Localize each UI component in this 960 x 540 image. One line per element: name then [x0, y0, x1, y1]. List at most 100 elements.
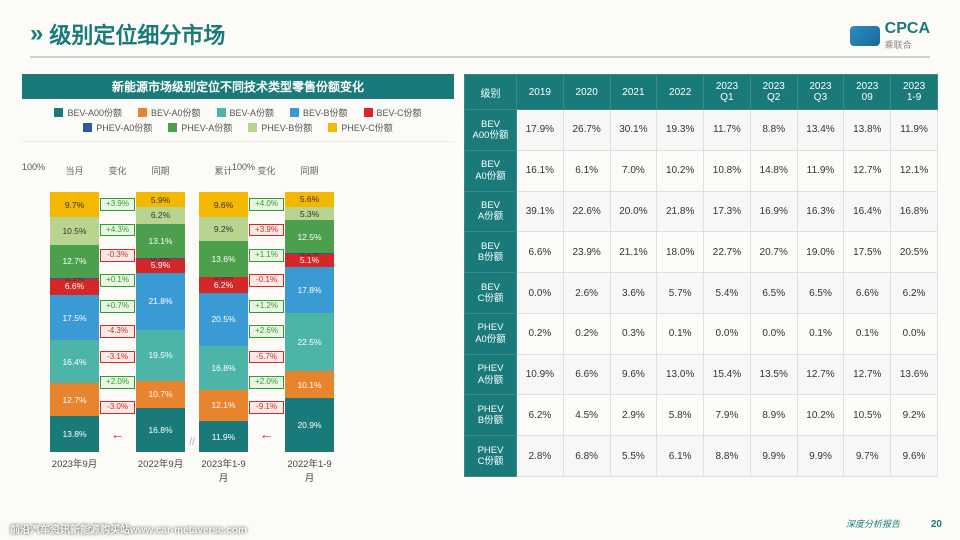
- delta-label: +2.0%: [249, 376, 284, 389]
- x-label: 2022年9月: [136, 456, 185, 484]
- table-header: 级别: [465, 75, 517, 110]
- content: 新能源市场级别定位不同技术类型零售份额变化 BEV-A00份额BEV-A0份额B…: [0, 58, 960, 484]
- delta-label: -0.3%: [100, 249, 135, 262]
- table-row: BEVA0份额16.1%6.1%7.0%10.2%10.8%14.8%11.9%…: [465, 150, 938, 191]
- bar-segment: 20.5%: [199, 293, 248, 346]
- table-cell: 8.8%: [704, 436, 751, 477]
- table-row: PHEVA0份额0.2%0.2%0.3%0.1%0.0%0.0%0.1%0.1%…: [465, 313, 938, 354]
- bar-segment: 0.2%: [285, 253, 334, 254]
- table-cell: 5.7%: [657, 273, 704, 314]
- table-cell: 5.4%: [704, 273, 751, 314]
- table-cell: PHEVC份额: [465, 436, 517, 477]
- table-cell: 0.1%: [657, 313, 704, 354]
- bar-segment: 5.9%: [136, 192, 185, 207]
- legend-item: PHEV-A份额: [168, 121, 232, 134]
- bar-segment: 10.7%: [136, 381, 185, 409]
- bar-segment: 13.6%: [199, 241, 248, 276]
- table-cell: 10.5%: [844, 395, 891, 436]
- table-cell: PHEVA份额: [465, 354, 517, 395]
- table-cell: PHEVB份额: [465, 395, 517, 436]
- table-cell: 39.1%: [517, 191, 564, 232]
- table-cell: 6.1%: [563, 150, 610, 191]
- delta-label: +0.7%: [100, 300, 135, 313]
- table-row: PHEVC份额2.8%6.8%5.5%6.1%8.8%9.9%9.9%9.7%9…: [465, 436, 938, 477]
- table-cell: 0.2%: [563, 313, 610, 354]
- delta-label: +1.1%: [249, 249, 284, 262]
- delta-label: +3.9%: [249, 224, 284, 237]
- table-cell: 18.0%: [657, 232, 704, 273]
- logo-icon: [850, 26, 880, 46]
- table-cell: 9.9%: [797, 436, 844, 477]
- delta-column: ←-9.1%+2.0%-5.7%+2.6%+1.2%-0.1%+1.1%+3.9…: [248, 192, 285, 452]
- bar-segment: 13.1%: [136, 224, 185, 258]
- delta-label: +2.0%: [100, 376, 135, 389]
- table-cell: 26.7%: [563, 110, 610, 151]
- delta-label: -4.3%: [100, 325, 135, 338]
- table-cell: 17.9%: [517, 110, 564, 151]
- table-cell: 6.2%: [891, 273, 938, 314]
- table-cell: 0.3%: [610, 313, 657, 354]
- table-cell: 6.6%: [563, 354, 610, 395]
- legend-item: BEV-B份额: [290, 106, 348, 119]
- table-cell: 2.6%: [563, 273, 610, 314]
- watermark: 前沿汽车资讯新能源购买站www.car-metaverse.com: [10, 521, 247, 536]
- table-cell: 17.5%: [844, 232, 891, 273]
- table-cell: 6.5%: [797, 273, 844, 314]
- delta-label: +4.0%: [249, 198, 284, 211]
- table-cell: 9.6%: [891, 436, 938, 477]
- bar-segment: 9.2%: [199, 217, 248, 241]
- bar-segment: 10.1%: [285, 371, 334, 397]
- table-cell: 20.5%: [891, 232, 938, 273]
- table-cell: 16.4%: [844, 191, 891, 232]
- table-row: BEVC份额0.0%2.6%3.6%5.7%5.4%6.5%6.5%6.6%6.…: [465, 273, 938, 314]
- bar-segment: 12.1%: [199, 390, 248, 421]
- table-header: 2021: [610, 75, 657, 110]
- table-cell: 16.1%: [517, 150, 564, 191]
- table-row: BEVB份额6.6%23.9%21.1%18.0%22.7%20.7%19.0%…: [465, 232, 938, 273]
- table-cell: 10.8%: [704, 150, 751, 191]
- table-cell: 9.9%: [750, 436, 797, 477]
- header-underline: [30, 56, 930, 58]
- footer-right: 深度分析报告: [846, 517, 900, 530]
- stacked-bar: 11.9%12.1%16.8%20.5%6.2%0.0%13.6%9.2%9.6…: [199, 192, 248, 452]
- logo-text: CPCA: [885, 20, 930, 38]
- table-cell: 9.6%: [610, 354, 657, 395]
- table-cell: 11.9%: [891, 110, 938, 151]
- delta-label: +4.3%: [100, 224, 135, 237]
- chart-area: 100% 当月变化同期13.8%12.7%16.4%17.5%6.6%0.1%1…: [22, 142, 454, 452]
- table-cell: 10.2%: [797, 395, 844, 436]
- arrow-icon: ←: [248, 426, 285, 442]
- x-label: 2023年9月: [50, 456, 99, 484]
- table-cell: 6.8%: [563, 436, 610, 477]
- table-cell: 0.2%: [517, 313, 564, 354]
- table-cell: 20.0%: [610, 191, 657, 232]
- table-cell: 17.3%: [704, 191, 751, 232]
- table-header: 2023Q3: [797, 75, 844, 110]
- table-cell: 7.0%: [610, 150, 657, 191]
- table-header: 2019: [517, 75, 564, 110]
- table-cell: 19.3%: [657, 110, 704, 151]
- bar-segment: 16.8%: [136, 408, 185, 452]
- logo: CPCA 乘联合: [850, 20, 930, 51]
- delta-label: -5.7%: [249, 351, 284, 364]
- table-cell: BEVA份额: [465, 191, 517, 232]
- table-cell: 9.7%: [844, 436, 891, 477]
- table-cell: 13.0%: [657, 354, 704, 395]
- separator: //: [185, 437, 199, 452]
- data-table: 级别20192020202120222023Q12023Q22023Q32023…: [464, 74, 938, 477]
- table-cell: 11.9%: [797, 150, 844, 191]
- table-cell: 5.5%: [610, 436, 657, 477]
- table-header: 20231-9: [891, 75, 938, 110]
- table-row: BEVA00份额17.9%26.7%30.1%19.3%11.7%8.8%13.…: [465, 110, 938, 151]
- table-cell: PHEVA0份额: [465, 313, 517, 354]
- table-cell: 12.7%: [844, 150, 891, 191]
- stacked-bar: 16.8%10.7%19.5%21.8%5.9%0.1%13.1%6.2%5.9…: [136, 192, 185, 452]
- table-cell: 6.2%: [517, 395, 564, 436]
- table-cell: 0.0%: [891, 313, 938, 354]
- table-cell: 13.5%: [750, 354, 797, 395]
- table-cell: 7.9%: [704, 395, 751, 436]
- table-cell: 2.8%: [517, 436, 564, 477]
- table-cell: 0.1%: [844, 313, 891, 354]
- table-cell: 0.0%: [517, 273, 564, 314]
- table-cell: 8.9%: [750, 395, 797, 436]
